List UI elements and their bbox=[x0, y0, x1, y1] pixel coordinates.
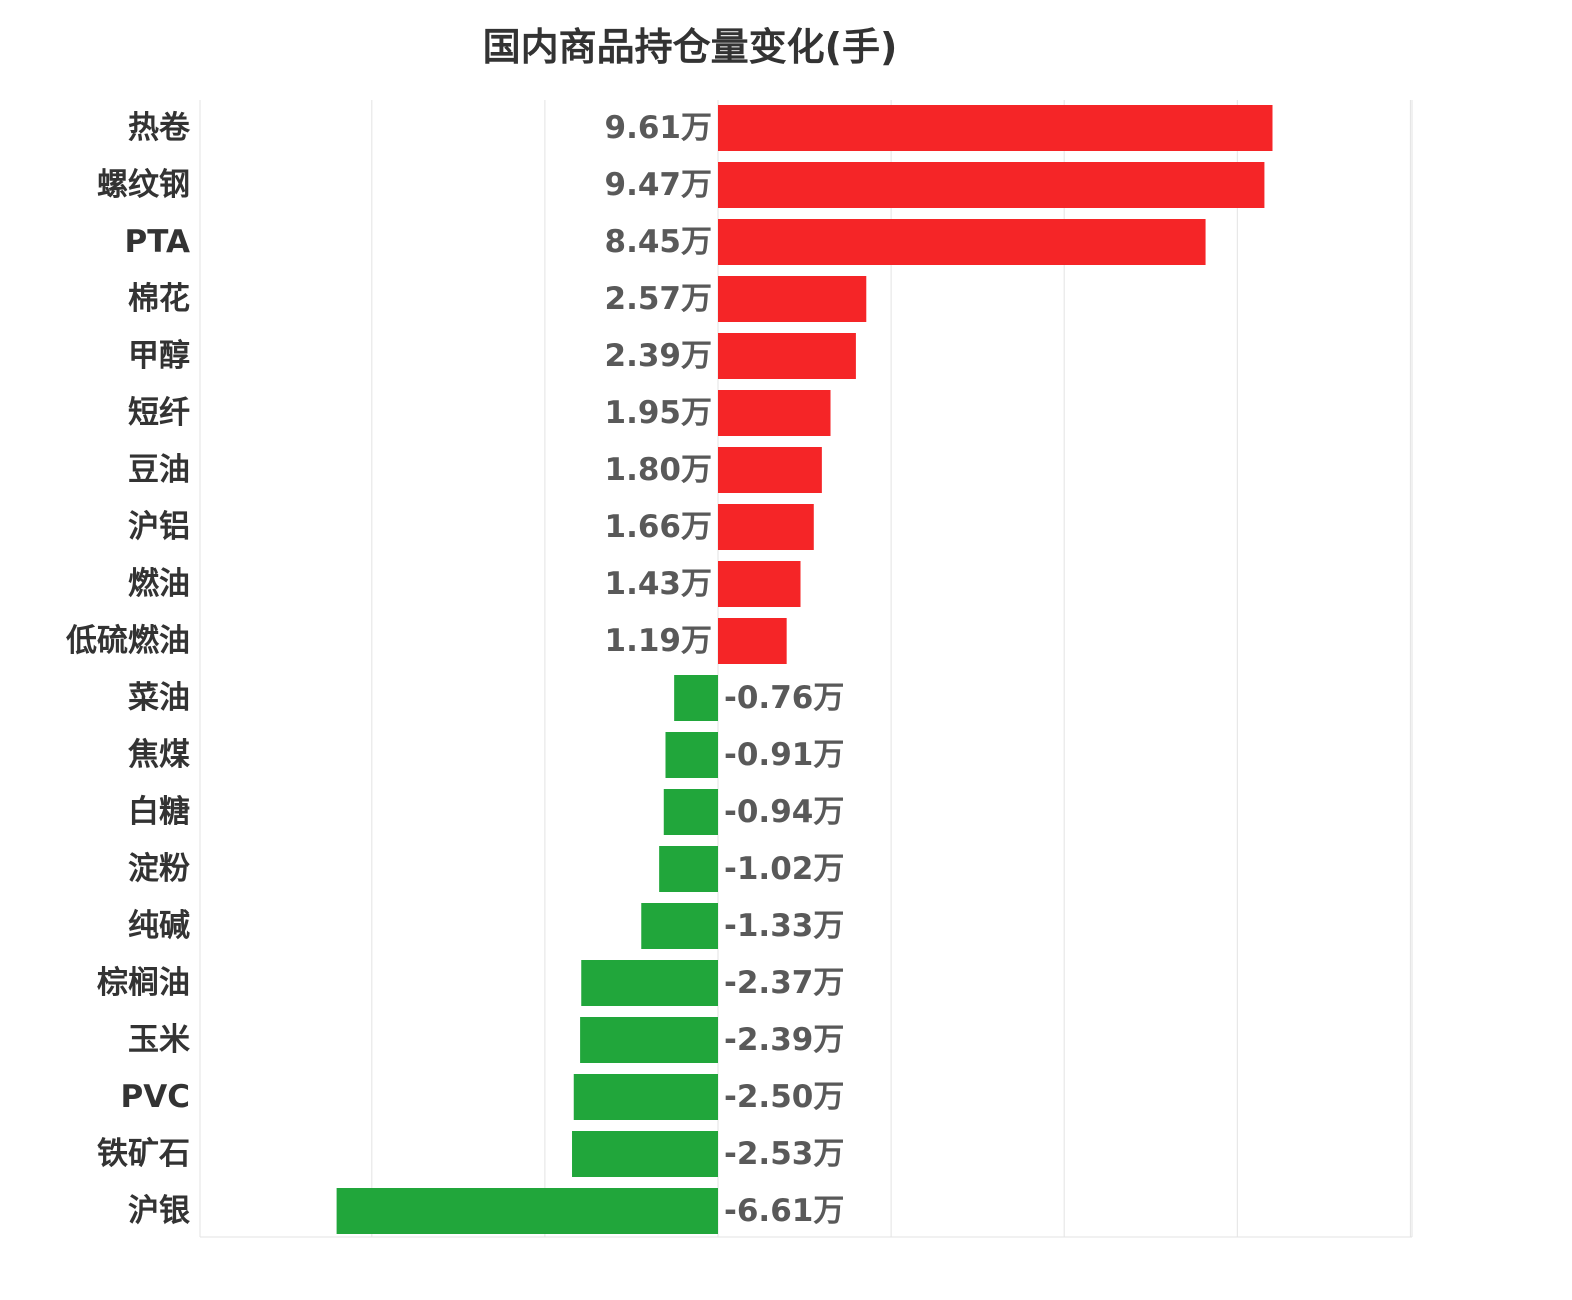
bar bbox=[718, 504, 814, 550]
bar bbox=[718, 561, 801, 607]
data-label: 9.47万 bbox=[605, 167, 713, 203]
data-label: -0.76万 bbox=[724, 680, 844, 716]
bar bbox=[718, 162, 1265, 208]
category-label: 白糖 bbox=[128, 794, 190, 830]
data-label: -1.02万 bbox=[724, 851, 844, 887]
data-label: 9.61万 bbox=[605, 110, 713, 146]
bar bbox=[580, 1017, 718, 1063]
bar bbox=[659, 846, 718, 892]
category-label: 菜油 bbox=[128, 680, 190, 716]
category-label: 沪银 bbox=[128, 1193, 190, 1229]
bar bbox=[718, 105, 1273, 151]
data-label: -6.61万 bbox=[724, 1193, 844, 1229]
data-label: -2.50万 bbox=[724, 1079, 844, 1115]
data-label: -2.37万 bbox=[724, 965, 844, 1001]
category-label: 燃油 bbox=[128, 566, 190, 602]
category-label: 棕榈油 bbox=[97, 965, 190, 1001]
data-label: 2.39万 bbox=[605, 338, 713, 374]
bar bbox=[718, 276, 867, 322]
data-label: -2.53万 bbox=[724, 1136, 844, 1172]
data-label: 1.80万 bbox=[605, 452, 713, 488]
bar bbox=[336, 1188, 718, 1234]
bar bbox=[718, 447, 822, 493]
data-label: 1.19万 bbox=[605, 623, 713, 659]
category-label: 棉花 bbox=[128, 281, 190, 317]
category-label: 铁矿石 bbox=[97, 1136, 190, 1172]
data-label: 1.95万 bbox=[605, 395, 713, 431]
bar bbox=[718, 333, 856, 379]
category-label: 热卷 bbox=[128, 110, 191, 146]
category-label: 螺纹钢 bbox=[97, 167, 190, 203]
chart-title: 国内商品持仓量变化(手) bbox=[482, 25, 898, 69]
data-label: 8.45万 bbox=[605, 224, 713, 260]
category-label: 甲醇 bbox=[128, 338, 190, 374]
bar bbox=[663, 789, 718, 835]
grid-lines bbox=[199, 100, 1413, 1238]
category-label: PVC bbox=[121, 1079, 190, 1115]
bar bbox=[718, 219, 1206, 265]
bar bbox=[665, 732, 718, 778]
data-label: -1.33万 bbox=[724, 908, 844, 944]
bar bbox=[581, 960, 718, 1006]
data-label: 1.43万 bbox=[605, 566, 713, 602]
category-label: PTA bbox=[125, 224, 190, 260]
data-label: -0.94万 bbox=[724, 794, 844, 830]
data-label: 2.57万 bbox=[605, 281, 713, 317]
bar bbox=[718, 390, 831, 436]
category-label: 低硫燃油 bbox=[65, 623, 190, 659]
category-label: 淀粉 bbox=[128, 851, 190, 887]
category-label: 焦煤 bbox=[128, 737, 190, 773]
bar bbox=[718, 618, 787, 664]
bar bbox=[674, 675, 718, 721]
bar bbox=[641, 903, 718, 949]
bar bbox=[573, 1074, 718, 1120]
category-label: 豆油 bbox=[128, 452, 190, 488]
bar bbox=[572, 1131, 718, 1177]
data-label: -0.91万 bbox=[724, 737, 844, 773]
data-label: 1.66万 bbox=[605, 509, 713, 545]
data-label: -2.39万 bbox=[724, 1022, 844, 1058]
category-label: 玉米 bbox=[128, 1022, 190, 1058]
category-label: 沪铝 bbox=[128, 509, 190, 545]
category-label: 纯碱 bbox=[128, 908, 190, 944]
bars bbox=[336, 105, 1273, 1234]
category-label: 短纤 bbox=[128, 395, 190, 431]
